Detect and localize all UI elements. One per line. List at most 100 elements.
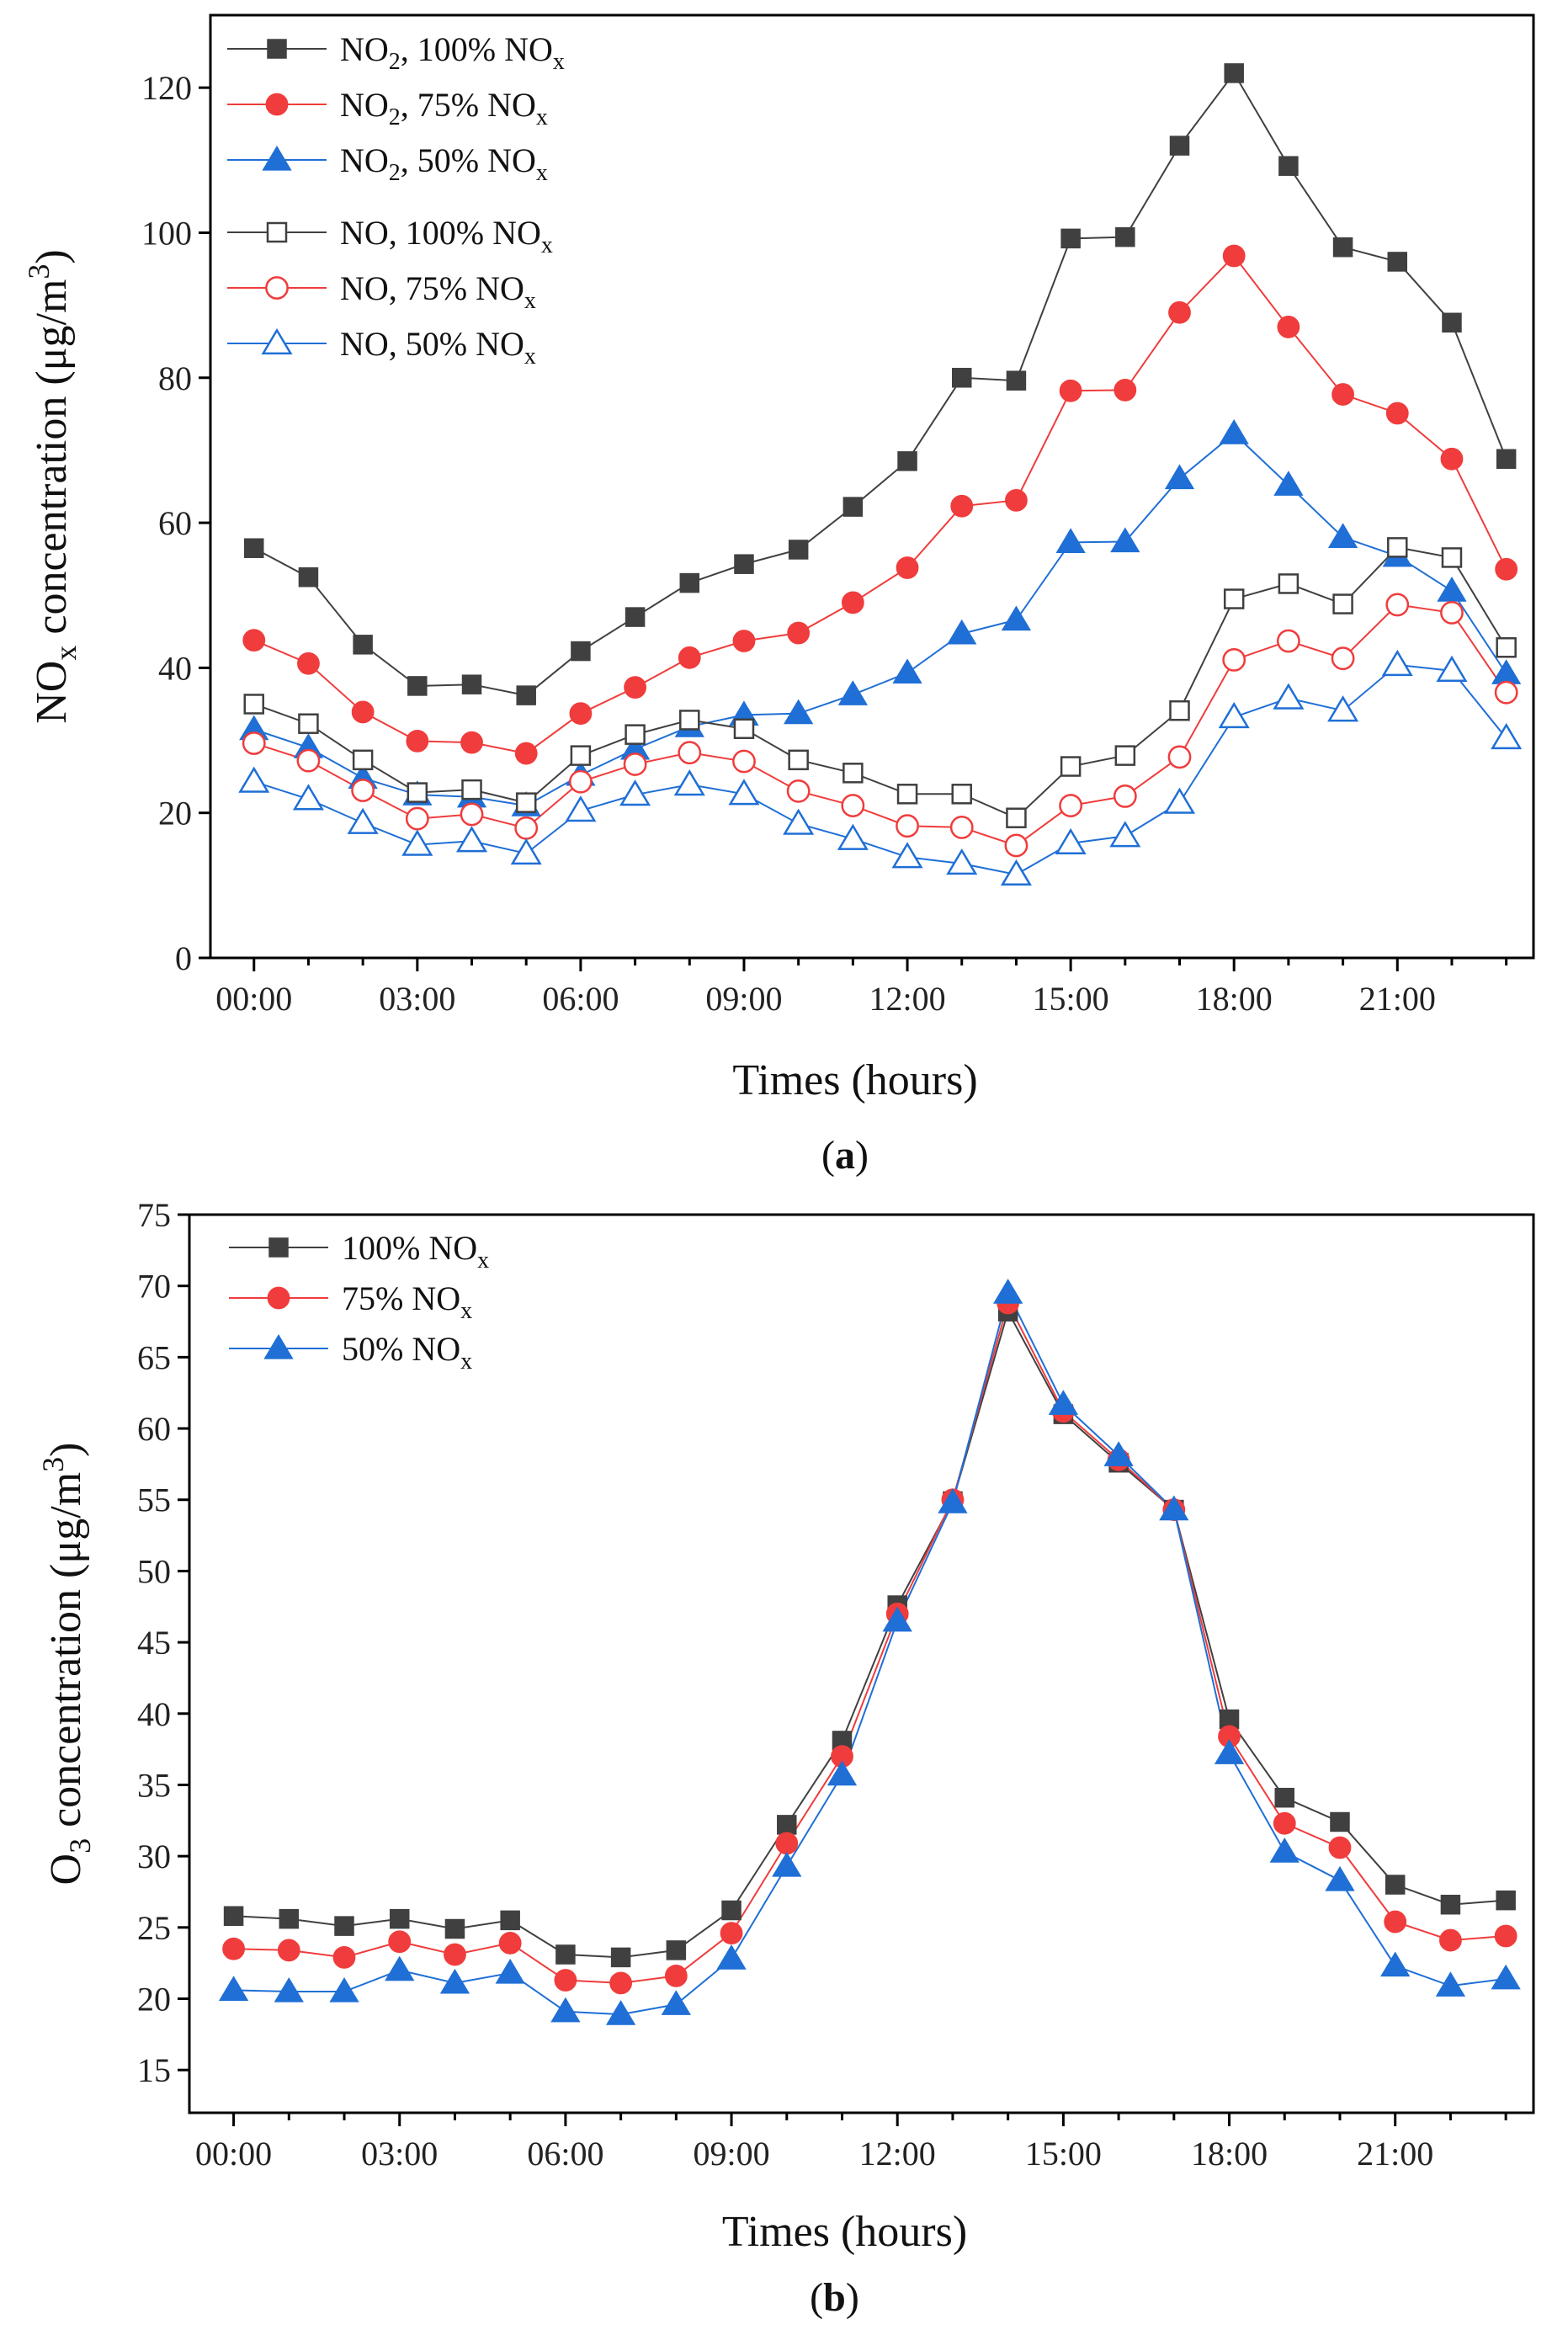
- data-point: [1005, 488, 1028, 512]
- data-point: [334, 1916, 354, 1936]
- y-tick-label: 0: [175, 939, 192, 977]
- data-point: [1330, 1811, 1350, 1832]
- data-point: [514, 816, 539, 840]
- data-point: [1384, 1910, 1407, 1933]
- data-point: [783, 808, 815, 835]
- data-point: [571, 641, 591, 662]
- data-point: [1224, 63, 1244, 83]
- data-point: [1059, 794, 1083, 817]
- data-point: [896, 814, 919, 838]
- data-point: [721, 1900, 741, 1921]
- data-point: [619, 779, 651, 806]
- data-point: [623, 753, 647, 776]
- data-point: [1168, 301, 1191, 324]
- data-point: [784, 699, 814, 725]
- legend-label: 50% NOx: [342, 1330, 472, 1375]
- x-tick-label: 18:00: [1196, 980, 1273, 1018]
- data-point: [624, 676, 646, 699]
- y-tick-label: 120: [141, 69, 192, 107]
- data-point: [1327, 523, 1358, 548]
- legend-marker: [261, 327, 293, 355]
- data-point: [716, 1944, 747, 1970]
- data-point: [897, 451, 917, 471]
- y-tick-label: 50: [137, 1552, 171, 1590]
- legend-marker: [262, 145, 292, 171]
- legend-label: NO2, 50% NOx: [340, 141, 548, 186]
- data-point: [1332, 237, 1353, 258]
- y-tick-label: 35: [137, 1766, 171, 1804]
- data-point: [292, 784, 324, 811]
- data-point: [1328, 1836, 1352, 1859]
- data-point: [1048, 1390, 1079, 1415]
- data-point: [1273, 1811, 1296, 1835]
- data-point: [296, 748, 321, 773]
- y-tick-label: 60: [137, 1410, 171, 1448]
- data-point: [1385, 1875, 1406, 1895]
- data-point: [842, 763, 864, 784]
- data-point: [678, 741, 702, 765]
- data-point: [223, 1906, 244, 1927]
- data-point: [1332, 593, 1353, 614]
- data-point: [678, 646, 701, 669]
- data-point: [1000, 859, 1032, 886]
- x-tick-label: 21:00: [1359, 980, 1436, 1018]
- data-point: [242, 731, 266, 755]
- data-point: [1004, 833, 1029, 858]
- y-tick-label: 40: [158, 649, 192, 687]
- y-tick-label: 70: [137, 1268, 171, 1306]
- data-point: [775, 1832, 799, 1855]
- data-point: [1109, 821, 1141, 848]
- x-tick-label: 12:00: [859, 2135, 936, 2173]
- y-axis-title: O3 concentration (μg/m3): [36, 1443, 97, 1886]
- data-point: [1223, 588, 1245, 609]
- x-tick-label: 09:00: [693, 2135, 769, 2173]
- data-point: [1006, 370, 1027, 391]
- chart-panel-a: 0 20 40 60 80 100 120 00:00 03:00 06:00 09:00 12:00…: [22, 13, 1535, 1178]
- data-point: [555, 1944, 576, 1965]
- data-point: [1278, 573, 1300, 594]
- data-point: [1381, 649, 1413, 677]
- data-point: [1164, 464, 1195, 490]
- data-point: [605, 2000, 636, 2025]
- data-point: [218, 1976, 249, 2001]
- data-point: [243, 694, 265, 715]
- legend-label: NO, 75% NOx: [340, 269, 536, 314]
- x-tick-label: 21:00: [1357, 2135, 1433, 2173]
- y-tick-label: 25: [137, 1909, 171, 1947]
- data-point: [673, 769, 705, 796]
- y-tick-label: 20: [137, 1981, 171, 2019]
- x-tick-label: 00:00: [195, 2135, 272, 2173]
- data-point: [1001, 605, 1032, 631]
- data-point: [277, 1939, 300, 1962]
- x-tick-label: 00:00: [215, 980, 292, 1018]
- data-point: [244, 538, 264, 558]
- data-point: [222, 1937, 245, 1960]
- data-point: [439, 1968, 470, 1994]
- data-point: [777, 1815, 797, 1835]
- data-point: [733, 718, 755, 740]
- data-point: [666, 1940, 687, 1960]
- data-point: [679, 572, 700, 593]
- y-tick-label: 75: [137, 1196, 171, 1234]
- data-point: [351, 700, 375, 724]
- y-tick-label: 65: [137, 1338, 171, 1376]
- data-point: [1218, 701, 1250, 729]
- data-point: [242, 629, 266, 652]
- data-point: [1060, 756, 1082, 777]
- data-point: [388, 1930, 412, 1954]
- data-point: [1435, 1971, 1466, 1997]
- data-point: [1055, 827, 1087, 855]
- data-point: [1327, 695, 1359, 722]
- data-point: [896, 556, 919, 579]
- y-tick-label: 30: [137, 1838, 171, 1875]
- legend-marker: [265, 276, 289, 300]
- x-axis-title: Times (hours): [732, 1056, 977, 1104]
- data-point: [1496, 1890, 1516, 1911]
- legend-marker: [265, 93, 289, 116]
- data-point: [405, 806, 429, 831]
- data-point: [406, 730, 429, 753]
- data-point: [951, 784, 972, 805]
- data-point: [837, 823, 869, 850]
- data-point: [461, 674, 482, 694]
- data-point: [1331, 383, 1354, 406]
